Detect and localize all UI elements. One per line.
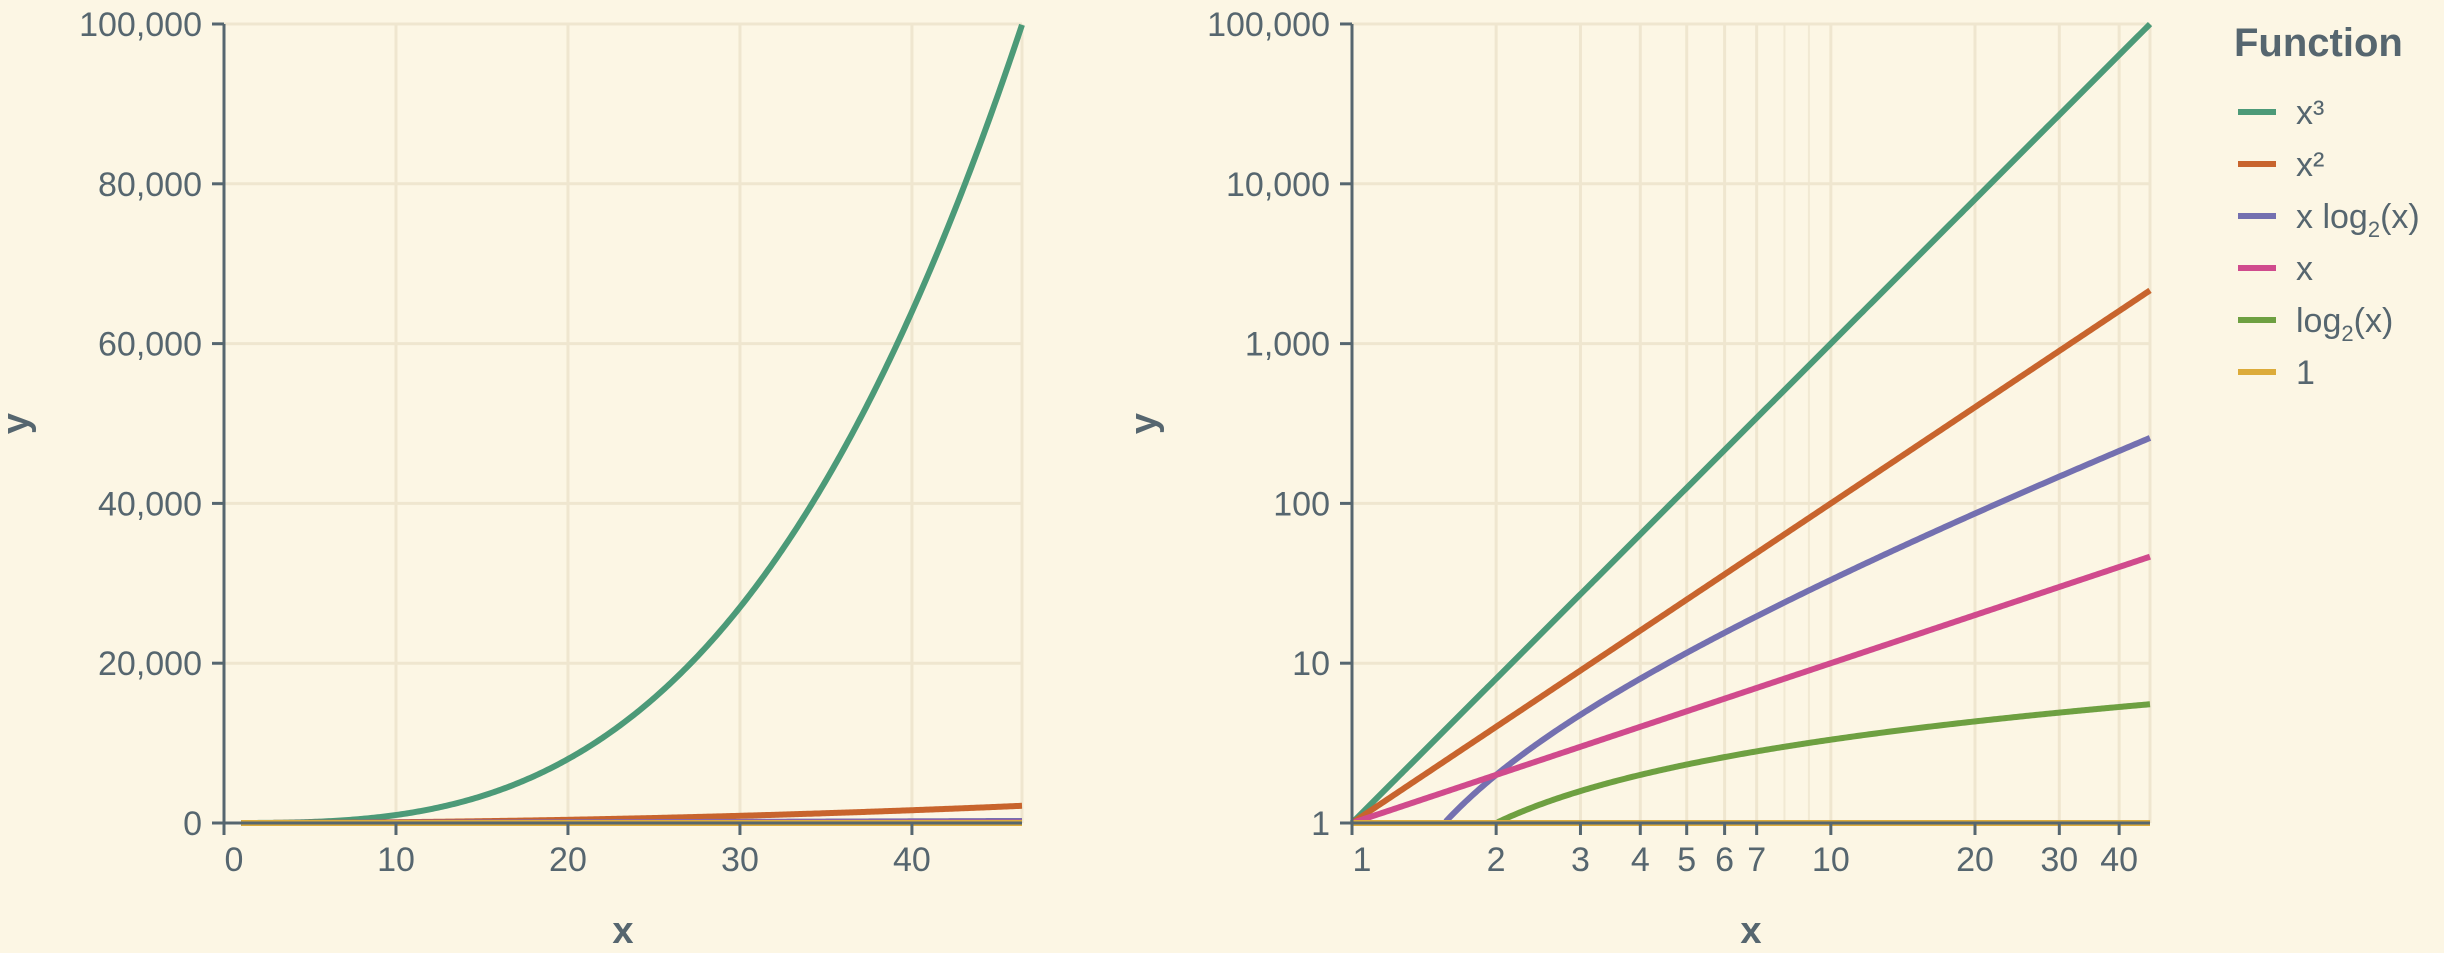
y-tick-label: 10,000 [1226, 166, 1330, 204]
x-axis-title: x [612, 910, 633, 952]
x-tick-label: 2 [1487, 841, 1506, 879]
series-line-square [1350, 287, 2152, 826]
x-tick-label: 10 [1812, 841, 1850, 879]
y-tick-label: 1 [1311, 805, 1330, 843]
y-tick-label: 100,000 [79, 6, 202, 44]
series-line-log2 [1496, 701, 2152, 825]
y-tick-label: 40,000 [98, 485, 202, 523]
x-tick-label: 3 [1571, 841, 1590, 879]
x-tick-label: 0 [225, 841, 244, 879]
y-tick-label: 0 [183, 805, 202, 843]
y-axis-title: y [0, 413, 37, 434]
x-tick-label: 40 [2100, 841, 2138, 879]
legend-title: Function [2234, 21, 2403, 65]
x-axis-title: x [1740, 910, 1761, 952]
y-axis-title: y [1123, 413, 1165, 434]
legend-label: x log2(x) [2296, 198, 2420, 242]
x-tick-label: 30 [2040, 841, 2078, 879]
x-tick-label: 20 [549, 841, 587, 879]
y-tick-label: 80,000 [98, 166, 202, 204]
y-tick-label: 1,000 [1245, 326, 1330, 364]
x-tick-label: 1 [1353, 841, 1372, 879]
legend-label: x³ [2296, 94, 2324, 132]
x-tick-label: 10 [377, 841, 415, 879]
legend: Function x³ x² x log2(x) x log2(x) 1 [2234, 21, 2420, 392]
series-line-identity [1350, 553, 2152, 826]
legend-label: x² [2296, 146, 2324, 184]
x-tick-label: 7 [1747, 841, 1766, 879]
x-tick-label: 20 [1956, 841, 1994, 879]
legend-label: log2(x) [2296, 302, 2393, 346]
x-tick-label: 40 [893, 841, 931, 879]
y-tick-label: 20,000 [98, 645, 202, 683]
legend-label: x [2296, 250, 2313, 288]
log-log-chart: 1 2 3 4 5 6 7 10 20 30 40 1 10 100 1,000 10,000 100,000 x… [1123, 6, 2153, 952]
y-tick-label: 10 [1292, 645, 1330, 683]
x-tick-label: 6 [1715, 841, 1734, 879]
series-line-cube [1349, 21, 2153, 826]
y-tick-label: 100,000 [1207, 6, 1330, 44]
x-tick-label: 30 [721, 841, 759, 879]
series-line-cube [240, 23, 1025, 826]
x-tick-label: 4 [1631, 841, 1650, 879]
legend-label: 1 [2296, 354, 2315, 392]
y-tick-label: 60,000 [98, 326, 202, 364]
x-tick-label: 5 [1677, 841, 1696, 879]
linear-chart: 0 10 20 30 40 0 20,000 40,000 60,000 80,000 100,00… [0, 6, 1025, 952]
y-tick-label: 100 [1273, 485, 1330, 523]
series-line-xlogx [1443, 435, 2152, 824]
